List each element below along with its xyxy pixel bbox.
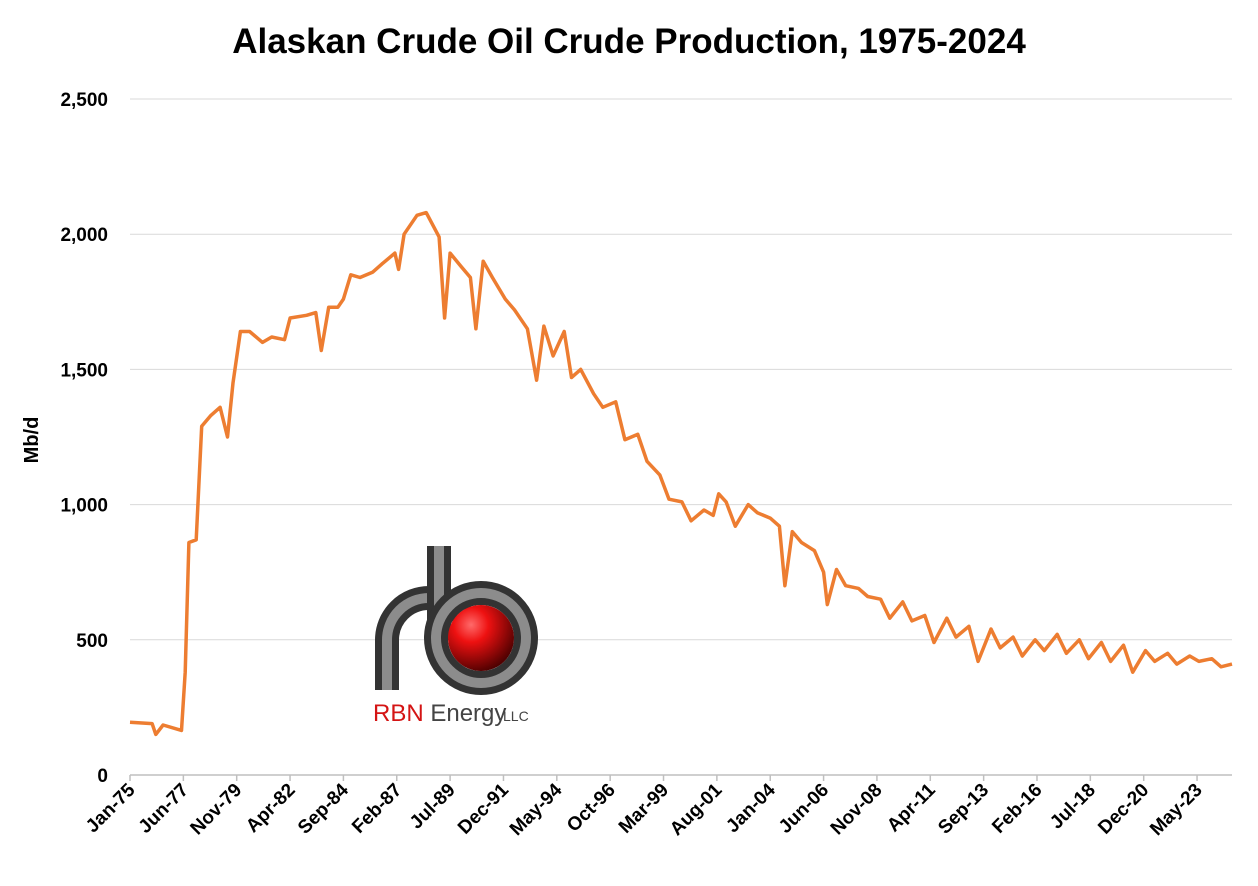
logo-pipe-b-icon [424,546,538,695]
series-line [129,210,1233,737]
logo-rbn-word: RBN [373,700,424,727]
y-tick-label: 500 [76,631,108,652]
logo-red-ball-icon [448,605,514,671]
y-tick-label: 2,500 [60,90,108,111]
series-group [129,210,1233,737]
y-tick-label: 0 [97,766,108,787]
y-tick-label: 2,000 [60,225,108,246]
y-axis-ticks: 0 500 1,000 1,500 2,000 2,500 [60,90,108,787]
logo-company-name: RBN Energy [373,700,506,727]
y-tick-label: 1,500 [60,360,108,381]
y-tick-label: 1,000 [60,496,108,517]
logo-company-suffix: LLC [503,708,529,724]
gridlines [130,98,1232,641]
chart-title: Alaskan Crude Oil Crude Production, 1975… [232,22,1026,61]
y-axis-label: Mb/d [21,417,43,464]
logo-energy-word: Energy [424,700,507,727]
